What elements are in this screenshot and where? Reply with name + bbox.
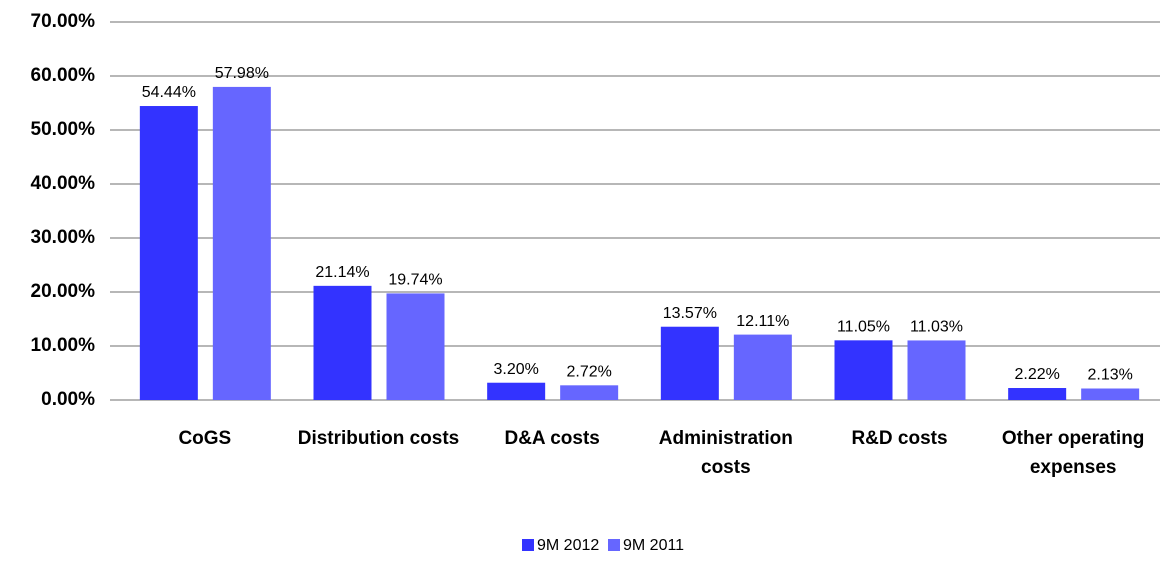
x-tick-label: CoGS [178,428,232,449]
x-tick-label: Other operating expenses [1001,428,1145,478]
x-tick-label: R&D costs [851,428,948,449]
bar [139,106,198,401]
data-label: 2.13% [1087,367,1132,384]
data-label: 21.14% [315,264,369,281]
data-label: 12.11% [736,313,789,330]
y-tick-label: 10.00% [31,335,96,356]
bar [834,340,893,400]
bar [1081,388,1140,400]
legend-label: 9M 2012 [537,537,599,554]
data-label: 2.72% [566,364,611,381]
data-label: 2.22% [1014,366,1059,383]
y-tick-label: 0.00% [41,389,95,410]
y-tick-label: 40.00% [31,173,96,194]
bar [733,334,792,400]
y-tick-label: 70.00% [31,11,96,32]
data-label: 3.20% [493,361,538,378]
data-label: 57.98% [215,65,269,82]
x-tick-label: D&A costs [504,428,600,449]
x-tick-label: Administration costs [658,428,793,478]
data-label: 19.74% [388,272,442,289]
bar [560,385,619,400]
bar [487,382,546,400]
y-tick-label: 30.00% [31,227,96,248]
data-label: 11.03% [910,319,963,336]
bar [907,340,966,400]
data-label: 54.44% [142,84,196,101]
bar [660,326,719,400]
legend-swatch [522,539,534,551]
bar [386,293,445,400]
y-tick-label: 20.00% [31,281,96,302]
y-tick-label: 50.00% [31,119,96,140]
data-label: 13.57% [663,305,717,322]
legend-label: 9M 2011 [623,537,684,554]
data-label: 11.05% [837,319,890,336]
bar [212,86,271,401]
x-tick-label: Distribution costs [297,428,460,449]
bar [1008,388,1067,400]
y-tick-label: 60.00% [31,65,96,86]
legend-swatch [608,539,620,551]
bar [313,285,372,400]
